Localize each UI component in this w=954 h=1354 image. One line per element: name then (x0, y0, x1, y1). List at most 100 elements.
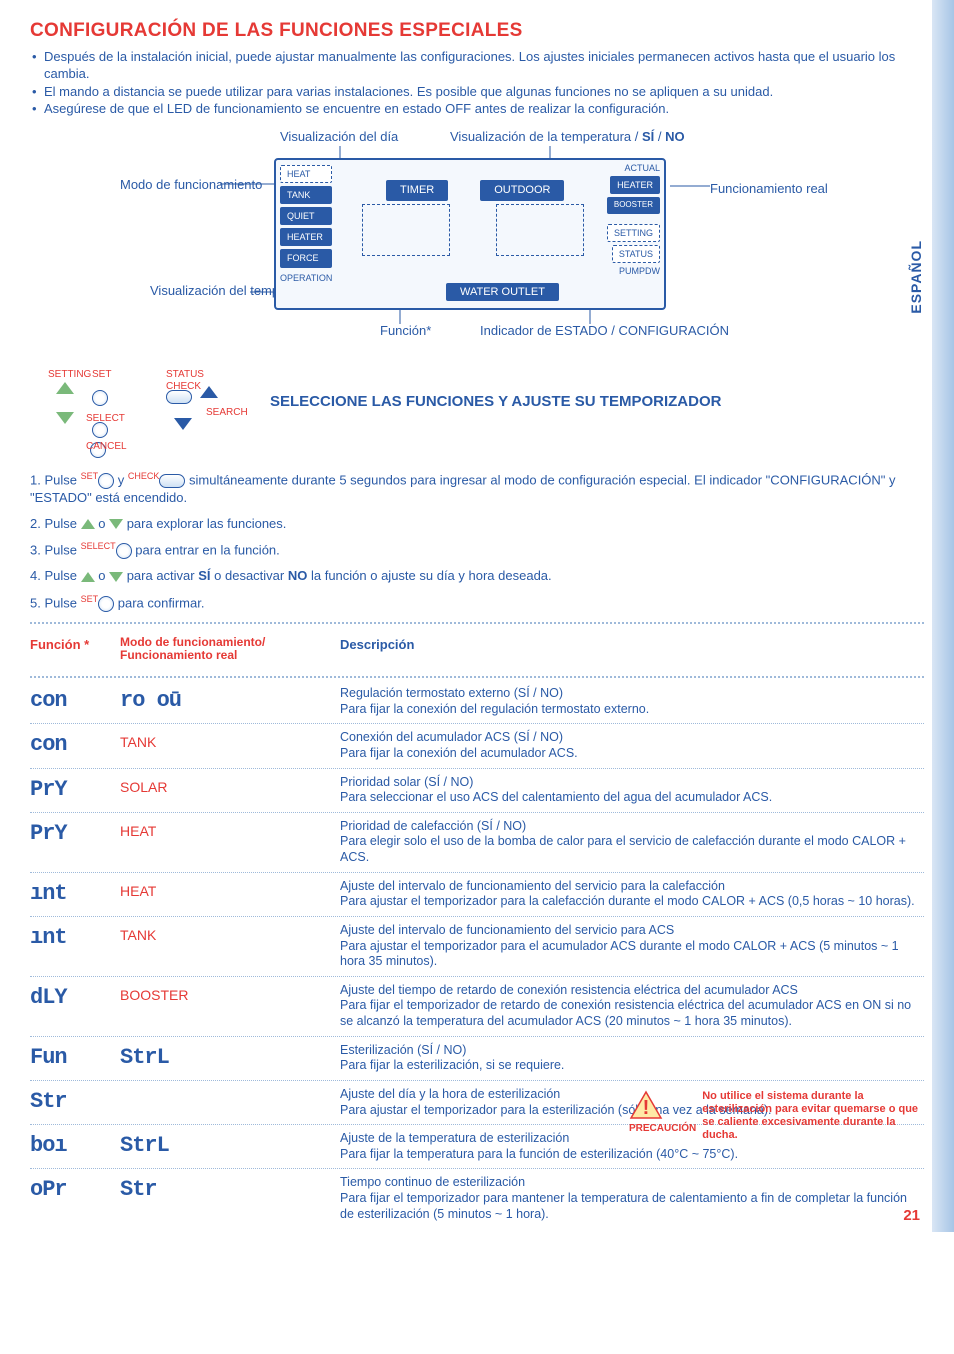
step-text: para entrar en la función. (135, 543, 280, 558)
cell-func: ınt (30, 923, 120, 953)
separator (30, 622, 924, 624)
steps-list: 1. Pulse SET y CHECK simultáneamente dur… (30, 470, 924, 611)
step-text: o (98, 516, 109, 531)
intro-bullet: Después de la instalación inicial, puede… (30, 48, 924, 83)
icon-label-set: SET (81, 594, 99, 604)
row-separator (30, 872, 924, 873)
table-row: conTANKConexión del acumulador ACS (SÍ /… (30, 730, 924, 761)
cell-mode: HEAT (120, 819, 340, 841)
check-button[interactable] (166, 390, 192, 404)
badge-setting: SETTING (607, 224, 660, 242)
table-row: oPrStrTiempo continuo de esterilización … (30, 1175, 924, 1222)
set-icon (98, 596, 114, 612)
set-button[interactable] (92, 390, 108, 406)
badge-heater-r: HEATER (610, 176, 660, 194)
table-row: conro oūRegulación termostato externo (S… (30, 686, 924, 717)
step-text: la función o ajuste su día y hora desead… (307, 568, 551, 583)
row-separator (30, 812, 924, 813)
intro-bullet: El mando a distancia se puede utilizar p… (30, 83, 924, 101)
lcd-right-badges: ACTUAL HEATER BOOSTER SETTING STATUS PUM… (607, 162, 660, 278)
cell-mode: ro oū (120, 686, 340, 716)
tab-outdoor: OUTDOOR (480, 180, 564, 201)
cell-func: ınt (30, 879, 120, 909)
down-icon (109, 572, 123, 582)
set-icon (98, 473, 114, 489)
cell-mode: StrL (120, 1131, 340, 1161)
step-5: 5. Pulse SET para confirmar. (30, 593, 924, 612)
up-icon (81, 572, 95, 582)
intro-list: Después de la instalación inicial, puede… (30, 48, 924, 118)
tab-water-outlet: WATER OUTLET (446, 283, 559, 301)
cell-desc: Prioridad solar (SÍ / NO) Para seleccion… (340, 775, 924, 806)
th-func: Función * (30, 636, 120, 662)
th-desc: Descripción (340, 636, 924, 662)
badge-tank: TANK (280, 186, 332, 204)
cell-func: PrY (30, 775, 120, 805)
lbl-setting: SETTING (48, 368, 91, 382)
cell-func: Str (30, 1087, 120, 1117)
cell-func: dLY (30, 983, 120, 1013)
page-number: 21 (903, 1206, 920, 1226)
check-icon (159, 474, 185, 488)
cell-func: PrY (30, 819, 120, 849)
cell-func: boı (30, 1131, 120, 1161)
cell-func: con (30, 730, 120, 760)
cell-func: Fun (30, 1043, 120, 1073)
step-text: 1. Pulse (30, 473, 81, 488)
lcd-bottom-tab: WATER OUTLET (446, 282, 559, 300)
step-3: 3. Pulse SELECT para entrar en la funció… (30, 540, 924, 559)
warning-symbol: ! PRECAUCIÓN (629, 1090, 696, 1136)
step-1: 1. Pulse SET y CHECK simultáneamente dur… (30, 470, 924, 506)
status-down-button[interactable] (174, 418, 192, 430)
up-button[interactable] (56, 382, 74, 394)
cell-mode (120, 1087, 340, 1090)
table-row: dLYBOOSTERAjuste del tiempo de retardo d… (30, 983, 924, 1030)
down-icon (109, 519, 123, 529)
row-separator (30, 768, 924, 769)
status-up-button[interactable] (200, 386, 218, 398)
function-table: ! PRECAUCIÓN No utilice el sistema duran… (30, 686, 924, 1222)
step-text: o desactivar (211, 568, 288, 583)
separator (30, 676, 924, 678)
row-separator (30, 1168, 924, 1169)
step-text: 5. Pulse (30, 595, 81, 610)
up-icon (81, 519, 95, 529)
down-button[interactable] (56, 412, 74, 424)
tab-timer: TIMER (386, 180, 448, 201)
cell-func: con (30, 686, 120, 716)
step-text: para confirmar. (118, 595, 205, 610)
table-row: PrYSOLARPrioridad solar (SÍ / NO) Para s… (30, 775, 924, 806)
step-text: 2. Pulse (30, 516, 81, 531)
table-header: Función * Modo de funcionamiento/ Funcio… (30, 632, 924, 666)
page-content: CONFIGURACIÓN DE LAS FUNCIONES ESPECIALE… (0, 0, 954, 1232)
step-no: NO (288, 568, 308, 583)
cell-mode: StrL (120, 1043, 340, 1073)
dash-box-2 (496, 204, 584, 256)
badge-force: FORCE (280, 249, 332, 267)
warning-box: ! PRECAUCIÓN No utilice el sistema duran… (629, 1090, 919, 1143)
cell-desc: Tiempo continuo de esterilización Para f… (340, 1175, 924, 1222)
section-subtitle: SELECCIONE LAS FUNCIONES Y AJUSTE SU TEM… (270, 392, 721, 412)
dash-box-1 (362, 204, 450, 256)
badge-operation: OPERATION (280, 272, 332, 284)
lbl-set: SET (92, 368, 111, 382)
table-row: ıntHEATAjuste del intervalo de funcionam… (30, 879, 924, 910)
table-row: ıntTANKAjuste del intervalo de funcionam… (30, 923, 924, 970)
badge-heat: HEAT (280, 165, 332, 183)
display-diagram: Visualización del día Visualización de l… (30, 124, 924, 354)
badge-pumpdw: PUMPDW (619, 265, 660, 277)
cell-desc: Ajuste del tiempo de retardo de conexión… (340, 983, 924, 1030)
svg-text:!: ! (643, 1097, 650, 1119)
table-row: PrYHEATPrioridad de calefacción (SÍ / NO… (30, 819, 924, 866)
lbl-cancel: CANCEL (86, 440, 127, 454)
row-separator (30, 976, 924, 977)
select-button[interactable] (92, 422, 108, 438)
icon-label-select: SELECT (81, 541, 116, 551)
cell-mode: Str (120, 1175, 340, 1205)
cell-desc: Regulación termostato externo (SÍ / NO) … (340, 686, 924, 717)
badge-booster: BOOSTER (607, 197, 660, 214)
badge-status: STATUS (612, 245, 660, 263)
cell-mode: SOLAR (120, 775, 340, 797)
step-text: 4. Pulse (30, 568, 81, 583)
step-text: para activar (127, 568, 199, 583)
